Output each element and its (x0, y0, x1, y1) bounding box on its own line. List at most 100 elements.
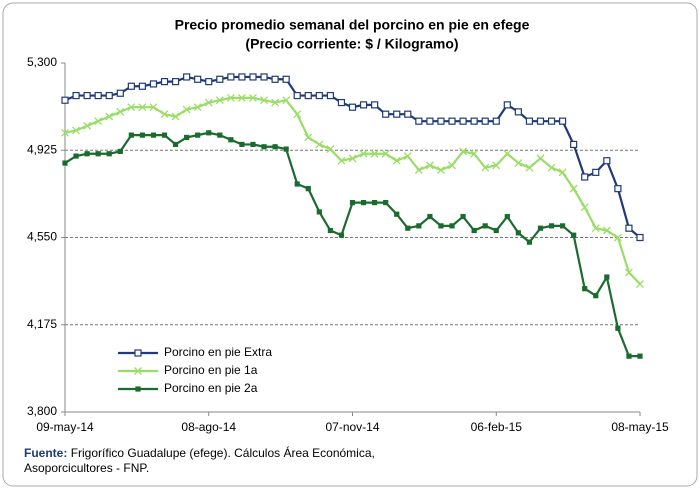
data-point (272, 144, 278, 150)
data-point (503, 101, 511, 109)
data-point (460, 213, 466, 220)
data-point (559, 223, 566, 229)
data-point (217, 132, 223, 138)
y-tick-label: 4,175 (27, 317, 57, 331)
data-point (260, 96, 268, 105)
data-point (558, 168, 567, 177)
data-point (150, 132, 157, 138)
data-point (94, 117, 103, 126)
data-point (149, 80, 158, 88)
data-point (448, 117, 456, 125)
data-point (615, 325, 621, 331)
data-point (414, 166, 423, 174)
data-point (416, 223, 422, 229)
y-tick-label: 5,300 (27, 55, 57, 69)
data-point (84, 151, 90, 157)
data-point (471, 227, 477, 234)
data-point (117, 148, 123, 155)
legend-marker (134, 349, 142, 357)
data-point (304, 91, 312, 100)
data-point (493, 227, 499, 234)
data-point (515, 230, 521, 236)
data-point (591, 224, 600, 233)
data-point (83, 121, 92, 130)
data-point (636, 233, 644, 242)
data-point (526, 239, 533, 245)
data-point (582, 286, 588, 292)
data-point (348, 103, 357, 111)
data-point (95, 151, 101, 157)
data-point (260, 73, 268, 81)
data-point (381, 149, 390, 158)
data-point (250, 141, 256, 148)
data-point (305, 186, 311, 192)
data-point (127, 82, 135, 90)
chart-title: Precio promedio semanal del porcino en p… (175, 17, 530, 33)
data-point (547, 117, 556, 125)
data-point (83, 91, 91, 100)
data-point (239, 141, 245, 148)
data-point (624, 268, 633, 277)
legend-label: Porcino en pie Extra (164, 345, 272, 359)
data-point (182, 105, 191, 114)
data-point (348, 154, 357, 163)
data-point (372, 200, 378, 206)
data-point (271, 98, 280, 107)
data-point (271, 75, 279, 83)
data-point (570, 140, 578, 149)
data-point (193, 103, 202, 112)
data-point (481, 163, 490, 172)
data-point (481, 117, 489, 125)
data-point (459, 117, 467, 125)
data-point (459, 147, 468, 156)
y-tick-label: 3,800 (27, 404, 57, 418)
data-point (536, 154, 545, 163)
data-point (171, 112, 180, 121)
data-point (226, 93, 235, 102)
data-point (315, 140, 324, 149)
data-point (105, 91, 113, 100)
data-point (282, 96, 291, 105)
data-point (337, 98, 346, 107)
data-point (625, 224, 633, 232)
data-point (383, 200, 389, 206)
data-point (149, 103, 158, 112)
data-point (514, 108, 522, 116)
data-point (359, 101, 368, 109)
data-point (261, 144, 267, 150)
data-point (127, 103, 136, 112)
data-point (604, 274, 610, 280)
data-point (326, 145, 335, 154)
data-point (337, 156, 346, 165)
data-point (614, 185, 622, 193)
data-point (293, 91, 301, 100)
data-point (470, 117, 478, 125)
data-point (204, 98, 213, 107)
data-point (360, 200, 367, 206)
data-point (171, 78, 180, 86)
data-point (316, 209, 322, 215)
x-tick-label: 09-may-14 (36, 420, 94, 434)
data-point (403, 152, 412, 161)
data-point (359, 149, 368, 158)
data-point (338, 232, 345, 238)
data-point (449, 223, 455, 229)
data-point (73, 153, 79, 159)
data-point (580, 203, 589, 212)
data-point (404, 110, 412, 118)
data-point (514, 159, 523, 168)
data-point (392, 156, 401, 165)
data-point (427, 213, 433, 220)
data-point (94, 91, 102, 100)
data-point (293, 110, 302, 119)
data-point (425, 161, 434, 170)
data-point (482, 223, 488, 229)
data-point (415, 117, 423, 125)
y-tick-label: 4,550 (27, 230, 57, 244)
data-point (138, 103, 147, 112)
y-tick-label: 4,925 (27, 142, 57, 156)
data-point (195, 132, 201, 138)
